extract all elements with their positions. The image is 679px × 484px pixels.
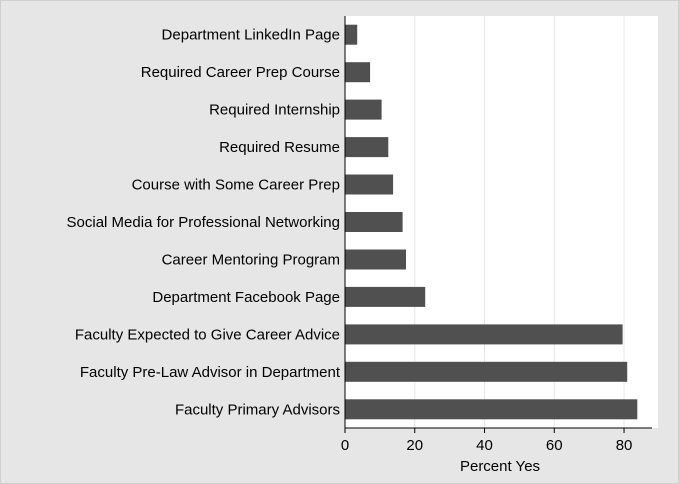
bar — [345, 99, 382, 120]
x-tick-label: 40 — [476, 437, 493, 454]
category-label: Social Media for Professional Networking — [67, 214, 340, 231]
gridlines — [414, 16, 625, 428]
category-label: Faculty Primary Advisors — [175, 401, 340, 418]
category-label: Faculty Pre-Law Advisor in Department — [80, 364, 341, 381]
bar — [345, 361, 628, 382]
category-label: Course with Some Career Prep — [132, 177, 340, 194]
bar — [345, 399, 638, 420]
x-axis-ticks: 0 20 40 60 80 — [341, 428, 633, 454]
bar — [345, 62, 371, 83]
bar — [345, 137, 389, 158]
x-axis-title: Percent Yes — [460, 458, 540, 475]
x-tick-label: 60 — [546, 437, 563, 454]
category-label: Career Mentoring Program — [162, 252, 340, 269]
category-labels: Department LinkedIn Page Required Career … — [67, 27, 341, 419]
category-label: Department Facebook Page — [152, 289, 340, 306]
x-tick-label: 20 — [406, 437, 423, 454]
bar — [345, 286, 426, 307]
category-label: Required Internship — [209, 102, 340, 119]
bar — [345, 24, 358, 45]
bar — [345, 174, 394, 195]
x-tick-label: 0 — [341, 437, 349, 454]
category-label: Required Resume — [219, 139, 340, 156]
category-label: Required Career Prep Course — [141, 64, 340, 81]
bar — [345, 212, 403, 232]
x-tick-label: 80 — [616, 437, 633, 454]
category-label: Faculty Expected to Give Career Advice — [75, 326, 340, 343]
bar-series — [345, 24, 638, 420]
bar — [345, 249, 406, 270]
bar — [345, 324, 623, 345]
category-label: Department LinkedIn Page — [162, 27, 340, 44]
